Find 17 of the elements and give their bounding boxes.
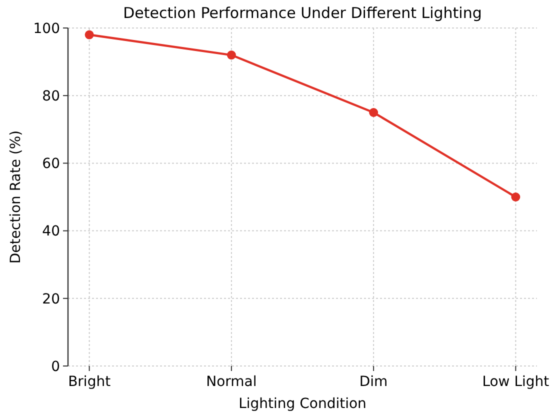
y-tick-label: 80 bbox=[42, 88, 60, 104]
point bbox=[226, 50, 236, 60]
chart-title: Detection Performance Under Different Lighting bbox=[123, 4, 482, 22]
x-tick-label: Normal bbox=[206, 374, 257, 390]
y-tick-label: 0 bbox=[51, 358, 60, 375]
y-axis-title: Detection Rate (%) bbox=[8, 130, 24, 264]
x-axis-title: Lighting Condition bbox=[238, 396, 366, 412]
x-tick-label: Low Light bbox=[482, 374, 550, 390]
y-tick-label: 100 bbox=[33, 20, 60, 37]
y-tick-label: 60 bbox=[42, 156, 60, 172]
y-tick-label: 20 bbox=[42, 291, 60, 308]
x-tick-label: Dim bbox=[359, 374, 388, 390]
point bbox=[369, 108, 378, 117]
point bbox=[84, 30, 94, 40]
y-tick-label: 40 bbox=[42, 224, 60, 240]
point bbox=[511, 192, 520, 202]
x-tick-label: Bright bbox=[68, 374, 112, 390]
